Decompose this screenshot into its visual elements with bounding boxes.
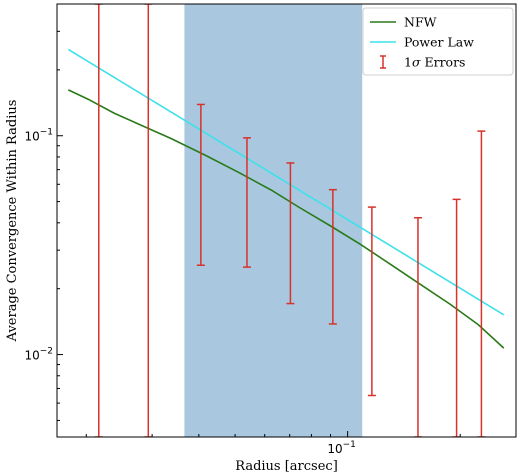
series-nfw-line	[67, 89, 505, 349]
x-tick-label: 10−1	[327, 440, 356, 456]
error-bar	[477, 130, 486, 437]
error-bar	[286, 162, 295, 305]
error-bar	[452, 198, 461, 437]
legend-label: Power Law	[404, 35, 474, 50]
error-bar	[328, 188, 337, 325]
error-bar	[196, 103, 205, 266]
error-bar	[413, 216, 422, 437]
y-axis-label: Average Convergence Within Radius	[5, 100, 20, 343]
legend-box	[362, 7, 514, 76]
error-bar	[242, 137, 251, 268]
error-bar	[144, 4, 153, 437]
error-bar	[94, 4, 103, 437]
plot-area	[67, 4, 505, 437]
error-bar	[367, 206, 376, 397]
plot-frame	[56, 3, 517, 438]
plot-inner	[67, 4, 505, 437]
legend-label: 1σ Errors	[404, 55, 465, 70]
legend: NFW Power Law 1σ Errors	[362, 7, 514, 76]
y-tick-label: 10−1	[24, 128, 53, 144]
series-power-law-line	[67, 48, 505, 316]
legend-swatch-errors	[380, 55, 386, 69]
y-tick-label: 10−2	[24, 347, 53, 363]
x-axis-label: Radius [arcsec]	[235, 459, 338, 474]
axes: 10−1 10−1 10−2 Radius [arcsec] Average Conve…	[5, 3, 517, 474]
shaded-region	[184, 4, 363, 437]
legend-label: NFW	[404, 15, 437, 30]
